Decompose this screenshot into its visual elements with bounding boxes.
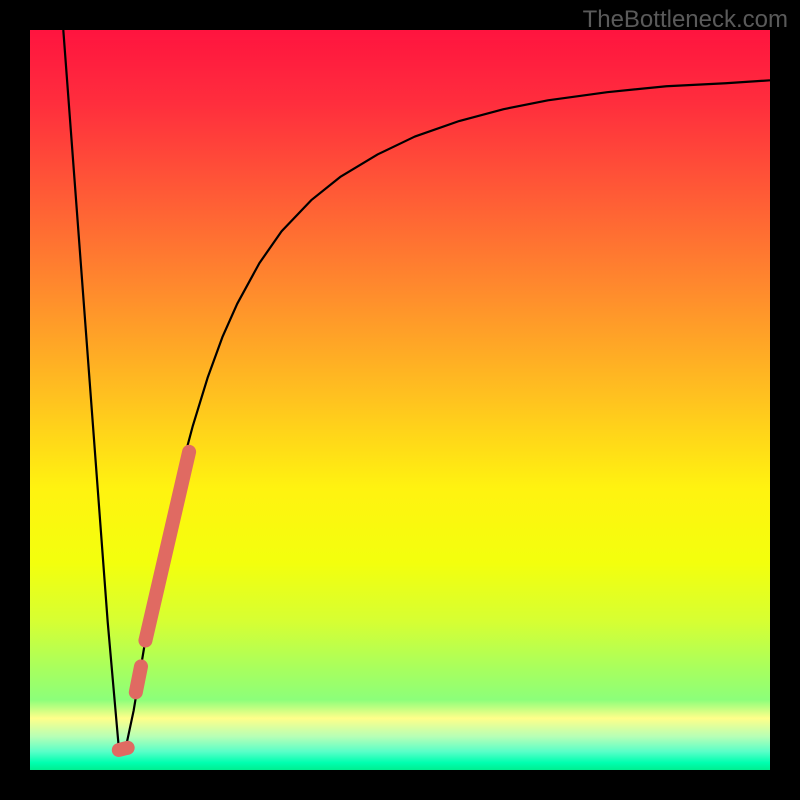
highlight-segment [119,748,128,750]
highlight-segment [136,666,141,692]
watermark-text: TheBottleneck.com [583,6,788,34]
chart-container: TheBottleneck.com [0,0,800,800]
plot-background [30,30,770,770]
bottleneck-chart [0,0,800,800]
